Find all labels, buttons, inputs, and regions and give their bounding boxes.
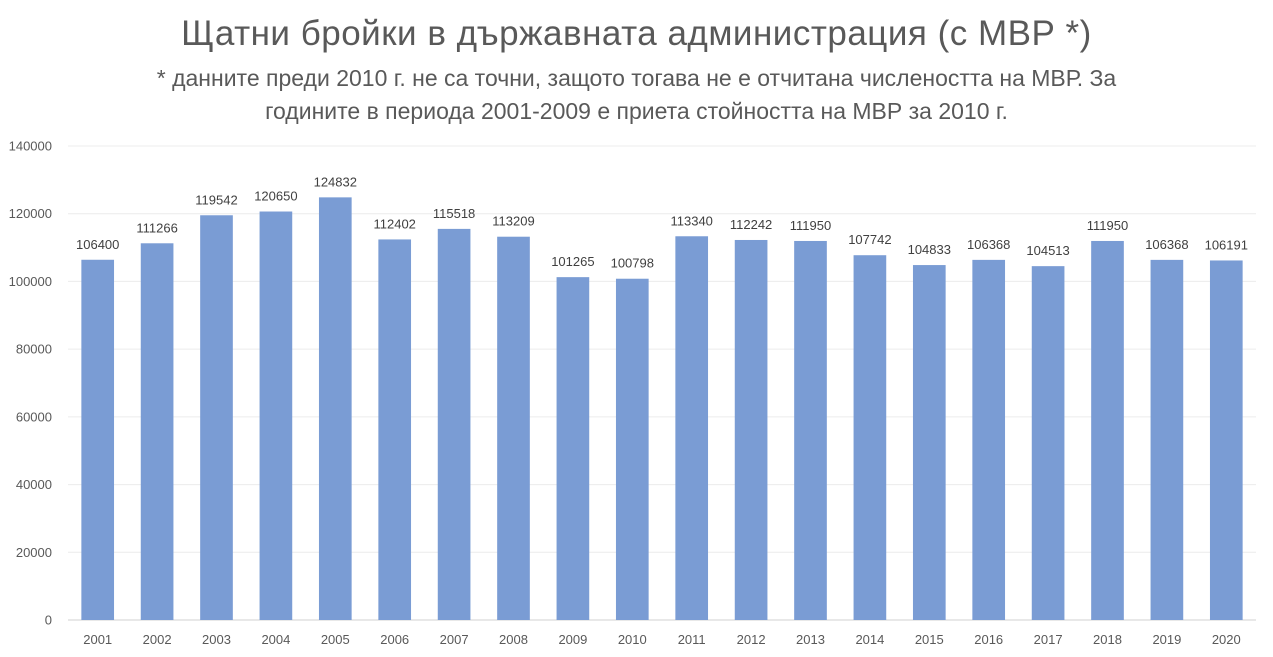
y-tick-label: 0 [45,613,52,628]
bar [912,265,946,620]
x-tick-label: 2007 [440,632,469,647]
x-tick-label: 2019 [1152,632,1181,647]
data-label: 100798 [611,256,654,271]
data-label: 112402 [373,216,415,231]
data-label: 112242 [730,217,772,232]
data-label: 107742 [848,232,891,247]
bar [497,236,530,620]
data-label: 119542 [195,192,237,207]
data-label: 106368 [1145,237,1188,252]
x-tick-label: 2011 [678,632,706,647]
x-axis-tick-labels: 2001 2002 2003 2004 2005 2006 2007 2008 2009 2010… [83,632,1241,647]
bar [259,211,293,621]
x-tick-label: 2001 [83,632,112,647]
x-tick-label: 2013 [796,632,825,647]
y-tick-label: 140000 [9,139,52,154]
bar [1031,266,1065,620]
bar [437,228,471,621]
x-tick-label: 2012 [737,632,766,647]
bar [378,239,412,620]
data-label: 106191 [1205,237,1248,252]
data-label: 101265 [551,254,594,269]
data-labels: 106400 111266 119542 120650 124832 112402 1155… [76,174,1248,270]
x-tick-label: 2009 [558,632,587,647]
data-label: 113209 [492,214,534,229]
data-label: 115518 [433,206,475,221]
bar [318,197,352,621]
x-tick-label: 2003 [202,632,231,647]
bars [81,197,1243,621]
x-tick-label: 2004 [261,632,290,647]
y-tick-label: 120000 [9,206,52,221]
bar [734,239,768,620]
data-label: 124832 [314,174,357,189]
data-label: 111950 [1087,218,1128,233]
data-label: 120650 [254,189,297,204]
y-tick-label: 20000 [16,545,52,560]
gridlines [68,145,1256,621]
data-label: 111950 [790,218,831,233]
x-tick-label: 2008 [499,632,528,647]
chart-title: Щатни бройки в държавната администрация … [181,14,1092,53]
x-tick-label: 2002 [143,632,172,647]
x-tick-label: 2006 [380,632,409,647]
bar [1150,259,1184,620]
data-label: 106400 [76,237,119,252]
x-tick-label: 2014 [855,632,884,647]
x-tick-label: 2015 [915,632,944,647]
x-tick-label: 2005 [321,632,350,647]
bar [972,259,1006,620]
data-label: 111266 [136,220,177,235]
chart-subtitle: * данните преди 2010 г. не са точни, защ… [156,65,1117,124]
bar [853,255,887,620]
x-tick-label: 2016 [974,632,1003,647]
x-tick-label: 2017 [1034,632,1063,647]
y-axis-tick-labels: 0 20000 40000 60000 80000 100000 120000 140000 [9,139,52,628]
bar [200,215,233,620]
bar [556,277,590,620]
bar [675,236,709,621]
bar [615,278,649,620]
bar [794,240,827,620]
y-tick-label: 40000 [16,477,52,492]
bar [140,243,174,621]
data-label: 104513 [1026,243,1069,258]
x-tick-label: 2010 [618,632,647,647]
bar [1209,260,1243,620]
data-label: 113340 [670,213,712,228]
x-tick-label: 2020 [1212,632,1241,647]
y-tick-label: 100000 [9,274,52,289]
data-label: 104833 [908,242,951,257]
y-tick-label: 60000 [16,409,52,424]
x-tick-label: 2018 [1093,632,1122,647]
data-label: 106368 [967,237,1010,252]
bar [81,259,115,620]
y-tick-label: 80000 [16,342,52,357]
bar [1091,240,1124,620]
